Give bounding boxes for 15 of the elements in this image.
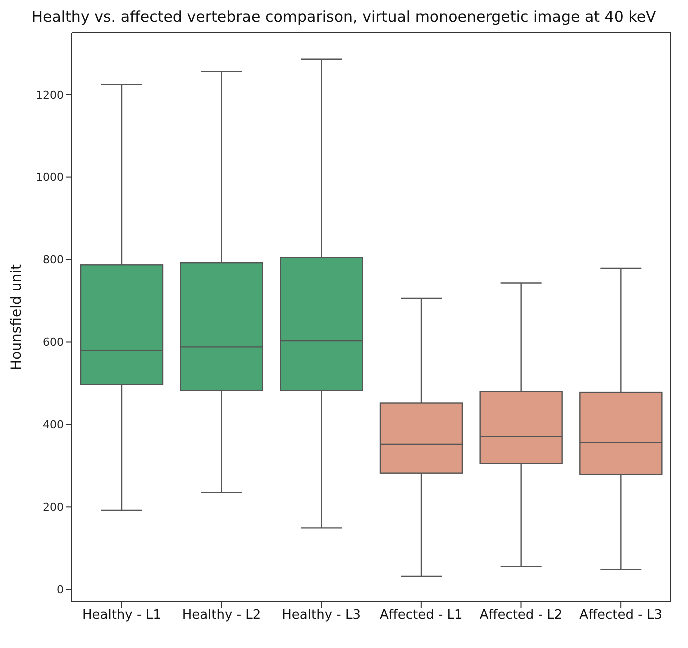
x-tick-label: Affected - L3: [580, 608, 662, 624]
y-tick-label: 600: [43, 336, 64, 350]
x-tick-label: Affected - L1: [380, 608, 463, 624]
y-tick-label: 800: [43, 254, 64, 267]
x-tick-label: Affected - L2: [480, 608, 563, 624]
y-axis-title: Hounsfield unit: [8, 264, 25, 370]
y-tick-label: 0: [57, 584, 64, 597]
x-tick-label: Healthy - L2: [182, 608, 262, 624]
y-tick-label: 400: [43, 418, 64, 432]
chart-title: Healthy vs. affected vertebrae comparison, virtual monoenergetic image at 40 keV: [30, 8, 658, 28]
x-tick-label: Healthy - L3: [282, 608, 362, 624]
y-tick-label: 1200: [36, 88, 64, 102]
y-tick-label: 200: [43, 501, 64, 514]
y-tick-label: 1000: [36, 171, 64, 184]
x-tick-label: Healthy - L1: [82, 608, 162, 624]
